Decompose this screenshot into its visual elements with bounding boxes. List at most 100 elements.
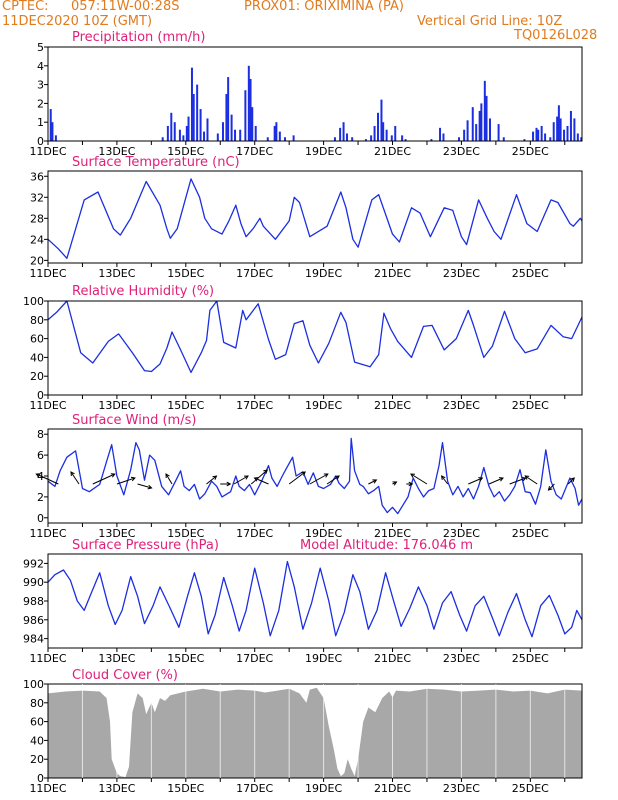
precip-bar xyxy=(203,131,206,141)
precip-bar xyxy=(580,137,583,141)
wind-arrow-shaft xyxy=(288,471,306,485)
precip-bar xyxy=(480,103,483,141)
precip-bar xyxy=(401,135,404,141)
precip-bar xyxy=(544,133,547,141)
wind-arrow-head xyxy=(263,469,269,474)
precip-bar xyxy=(370,135,373,141)
precip-bar xyxy=(346,133,349,141)
precip-bar xyxy=(488,118,491,141)
precip-bar xyxy=(576,133,579,141)
y-tick-label: 60 xyxy=(30,333,44,346)
wind-arrow-head xyxy=(147,484,153,490)
precip-bar xyxy=(266,137,269,141)
x-tick-label: 11DEC xyxy=(29,399,66,412)
y-tick-label: 0 xyxy=(37,772,44,785)
wind-arrow-head xyxy=(410,473,415,478)
panel-3: Surface Wind (m/s) 0 2 4 6 8 11DEC 13DEC 15DEC 17… xyxy=(29,413,583,540)
wind-arrow-head xyxy=(372,479,378,484)
panel-annotation: Model Altitude: 176.046 m xyxy=(300,538,473,553)
y-tick-label: 2 xyxy=(37,491,44,504)
precip-bar xyxy=(192,94,195,141)
precip-bar xyxy=(351,137,354,141)
panel-title: Surface Temperature (nC) xyxy=(72,155,240,170)
wind-arrow-shaft xyxy=(326,475,340,485)
wind-arrow-shaft xyxy=(368,479,377,485)
x-tick-label: 13DEC xyxy=(98,399,135,412)
x-tick-label: 21DEC xyxy=(374,527,411,540)
y-tick-label: 3 xyxy=(37,79,44,92)
x-tick-label: 17DEC xyxy=(236,145,273,158)
y-tick-label: 4 xyxy=(37,470,44,483)
wind-arrow-head xyxy=(110,473,116,478)
plot-frame xyxy=(47,46,583,142)
precip-bar xyxy=(230,114,233,141)
precip-bar xyxy=(196,84,199,141)
precip-bar xyxy=(227,77,230,141)
series-line xyxy=(47,560,583,638)
y-tick-label: 984 xyxy=(23,633,44,646)
precip-bar xyxy=(170,112,173,141)
precip-bar xyxy=(466,120,469,141)
x-tick-label: 17DEC xyxy=(236,782,273,795)
wind-arrow-shaft xyxy=(116,477,136,485)
precip-bar xyxy=(563,129,566,141)
precip-bar xyxy=(339,127,342,141)
x-tick-label: 23DEC xyxy=(443,652,480,665)
precip-bar xyxy=(566,125,569,141)
precip-bar xyxy=(190,67,193,141)
precip-bar xyxy=(221,122,224,141)
precip-bar xyxy=(502,137,505,141)
x-tick-label: 13DEC xyxy=(98,145,135,158)
wind-arrow-head xyxy=(70,471,75,477)
y-tick-label: 100 xyxy=(23,678,44,691)
precip-bar xyxy=(173,122,176,141)
y-tick-label: 20 xyxy=(30,254,44,267)
x-tick-label: 11DEC xyxy=(29,145,66,158)
precip-bar xyxy=(49,109,52,141)
x-tick-label: 21DEC xyxy=(374,652,411,665)
wind-arrow-shaft xyxy=(488,477,504,485)
x-tick-label: 17DEC xyxy=(236,527,273,540)
x-tick-label: 23DEC xyxy=(443,782,480,795)
wind-arrow-shaft xyxy=(137,483,152,489)
y-tick-label: 40 xyxy=(30,734,44,747)
wind-arrow-shaft xyxy=(548,483,555,491)
precip-bar xyxy=(471,107,474,141)
precip-bar xyxy=(292,135,295,141)
precip-bar xyxy=(549,137,552,141)
x-tick-label: 19DEC xyxy=(305,782,342,795)
x-tick-label: 15DEC xyxy=(167,782,204,795)
precip-bar xyxy=(390,135,393,141)
y-tick-label: 32 xyxy=(30,191,44,204)
precip-bar xyxy=(523,139,526,141)
y-tick-label: 28 xyxy=(30,212,44,225)
wind-arrow-head xyxy=(498,477,504,482)
precip-bar xyxy=(161,137,164,141)
panel-0: Precipitation (mm/h) 0 1 2 3 4 5 11DEC 13DEC 15DE… xyxy=(29,30,583,158)
precip-bar xyxy=(377,112,380,141)
wind-arrow-head xyxy=(212,475,218,480)
wind-arrow-head xyxy=(521,476,527,482)
wind-arrow-head xyxy=(301,471,306,476)
series-line xyxy=(47,300,583,374)
y-tick-label: 988 xyxy=(23,595,44,608)
wind-arrow-shaft xyxy=(233,475,249,485)
precip-bar xyxy=(225,94,228,141)
x-tick-label: 25DEC xyxy=(512,527,549,540)
precip-bar xyxy=(556,116,559,141)
precip-bar xyxy=(51,122,54,141)
wind-arrow-shaft xyxy=(509,477,526,485)
x-tick-label: 23DEC xyxy=(443,527,480,540)
wind-arrow-shaft xyxy=(250,469,268,485)
header-grid-note: Vertical Grid Line: 10Z xyxy=(417,14,563,29)
x-tick-label: 13DEC xyxy=(98,782,135,795)
precip-bar xyxy=(382,122,385,141)
precip-bar xyxy=(254,125,257,141)
wind-arrow-shaft xyxy=(441,475,449,485)
wind-arrow-head xyxy=(335,475,340,480)
wind-arrow-head xyxy=(441,475,446,481)
header-location: PROX01: ORIXIMINA (PA) xyxy=(244,0,404,14)
precip-bar xyxy=(380,99,383,141)
precip-bar xyxy=(199,109,202,141)
